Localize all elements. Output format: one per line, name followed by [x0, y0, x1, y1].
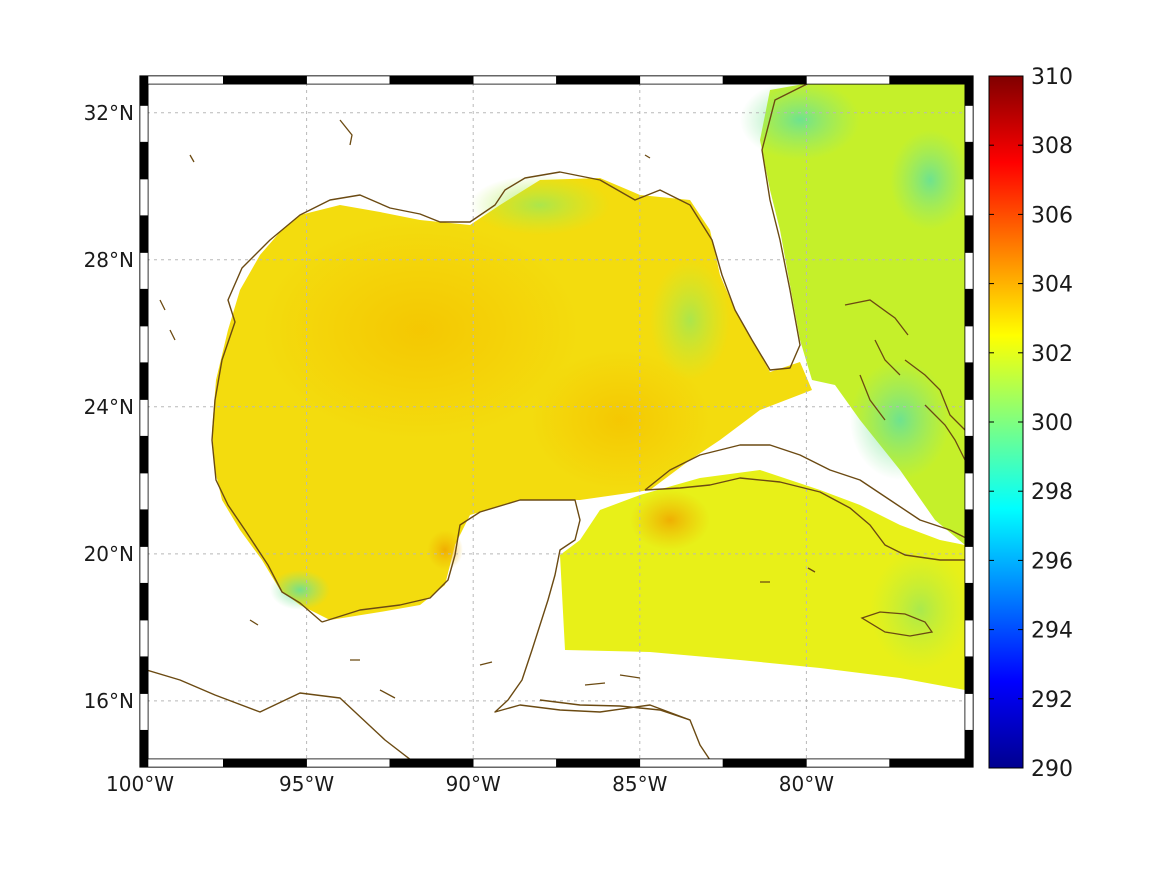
frame-left-seg	[139, 509, 149, 547]
frame-right-seg	[964, 325, 974, 363]
x-tick-labels: 100°W 95°W 90°W 85°W 80°W	[106, 772, 834, 796]
frame-right-seg	[964, 215, 974, 253]
frame-right-seg	[964, 362, 974, 400]
colorbar: 310 308 306 304 302 300 298 296 294 292 290	[988, 65, 1073, 782]
colorbar-tick-label: 290	[1031, 757, 1073, 782]
frame-left-seg	[139, 399, 149, 437]
frame-bottom-seg	[223, 758, 307, 768]
y-tick-label: 16°N	[84, 689, 134, 713]
sst-field	[212, 80, 970, 690]
small-islands	[159, 119, 816, 699]
frame-right-seg	[964, 729, 974, 768]
colorbar-tick-label: 292	[1031, 688, 1073, 713]
frame-top-seg	[139, 75, 224, 85]
frame-left-seg	[139, 693, 149, 731]
frame-left-seg	[139, 435, 149, 474]
frame-right-seg	[964, 472, 974, 511]
frame-bottom-seg	[556, 758, 641, 768]
x-tick-label: 100°W	[106, 772, 174, 796]
colorbar-tick-label: 294	[1031, 619, 1073, 644]
frame-right-seg	[964, 656, 974, 694]
y-tick-label: 28°N	[84, 248, 134, 272]
colorbar-tick-label: 300	[1031, 411, 1073, 436]
frame-top-seg	[389, 75, 474, 85]
frame-left-seg	[139, 178, 149, 216]
frame-right-seg	[964, 252, 974, 290]
yucatan-coastline	[321, 499, 711, 761]
frame-left-seg	[139, 619, 149, 658]
colorbar-tick-label: 310	[1031, 65, 1073, 90]
frame-left-seg	[139, 729, 149, 768]
frame-right-seg	[964, 75, 974, 106]
y-tick-labels: 32°N 28°N 24°N 20°N 16°N	[84, 101, 134, 713]
frame-left-seg	[139, 141, 149, 180]
frame-right-seg	[964, 141, 974, 180]
y-tick-label: 32°N	[84, 101, 134, 125]
frame-left-seg	[139, 215, 149, 253]
colorbar-tick-label: 306	[1031, 203, 1073, 228]
frame-bottom-seg	[639, 758, 724, 768]
frame-left-seg	[139, 472, 149, 511]
frame-bottom-seg	[889, 758, 974, 768]
frame-top-seg	[472, 75, 557, 85]
frame-top-seg	[722, 75, 807, 85]
frame-left-seg	[139, 105, 149, 143]
frame-top-seg	[806, 75, 891, 85]
x-tick-label: 85°W	[612, 772, 667, 796]
gulf-coastline	[140, 79, 816, 767]
frame-bottom-seg	[306, 758, 391, 768]
central-america-coastline	[539, 699, 691, 721]
x-tick-label: 90°W	[446, 772, 501, 796]
frame-top-seg	[889, 75, 974, 85]
frame-bottom-seg	[139, 758, 224, 768]
frame-left-seg	[139, 362, 149, 400]
x-tick-label: 80°W	[779, 772, 834, 796]
colorbar-tick-label: 304	[1031, 273, 1073, 298]
y-tick-label: 20°N	[84, 542, 134, 566]
frame-bottom-seg	[806, 758, 891, 768]
frame-left-seg	[139, 546, 149, 584]
frame-right-seg	[964, 178, 974, 216]
colorbar-tick-label: 302	[1031, 342, 1073, 367]
frame-right-seg	[964, 546, 974, 584]
map-frame	[139, 75, 974, 768]
colorbar-tick-label: 298	[1031, 480, 1073, 505]
frame-top-seg	[306, 75, 391, 85]
frame-right-seg	[964, 693, 974, 731]
colorbar-gradient	[988, 75, 1024, 769]
frame-right-seg	[964, 582, 974, 621]
frame-right-seg	[964, 399, 974, 437]
frame-top-seg	[639, 75, 724, 85]
y-tick-label: 24°N	[84, 395, 134, 419]
colorbar-tick-label: 296	[1031, 549, 1073, 574]
coastlines	[140, 79, 971, 767]
jamaica-coastline	[860, 611, 934, 637]
frame-bottom-seg	[472, 758, 557, 768]
frame-left-seg	[139, 325, 149, 363]
frame-left-seg	[139, 656, 149, 694]
colorbar-tick-label: 308	[1031, 134, 1073, 159]
frame-right-seg	[964, 509, 974, 547]
frame-bottom-seg	[722, 758, 807, 768]
frame-left-seg	[139, 288, 149, 327]
bahamas-islands	[844, 299, 966, 461]
frame-left-seg	[139, 252, 149, 290]
frame-right-seg	[964, 105, 974, 143]
colorbar-ticks: 310 308 306 304 302 300 298 296 294 292 290	[989, 65, 1073, 782]
x-tick-label: 95°W	[279, 772, 334, 796]
frame-right-seg	[964, 435, 974, 474]
frame-top-seg	[223, 75, 307, 85]
frame-bottom-seg	[389, 758, 474, 768]
frame-right-seg	[964, 288, 974, 327]
frame-left-seg	[139, 582, 149, 621]
frame-right-seg	[964, 619, 974, 658]
frame-left-seg	[139, 75, 149, 106]
frame-top-seg	[556, 75, 641, 85]
cuba-coastline	[644, 444, 971, 561]
